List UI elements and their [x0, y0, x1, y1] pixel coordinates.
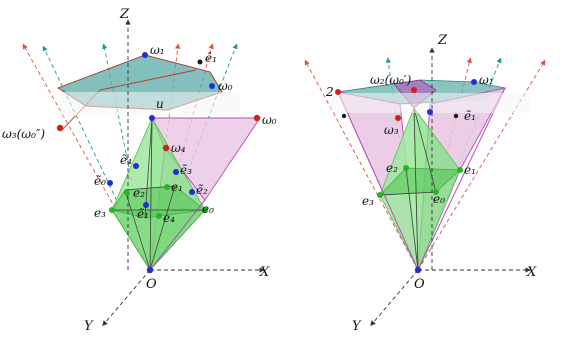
right-point-omega3 — [395, 115, 401, 121]
right-white-band — [330, 93, 530, 113]
right-point-dark-2 — [453, 113, 459, 119]
right-point-two — [335, 89, 341, 95]
left-point-omega0-right — [253, 114, 261, 122]
left-label-e4t: ẽ₄ — [120, 153, 132, 167]
left-point-e1t — [143, 202, 149, 208]
left-point-e2t — [189, 189, 195, 195]
right-label-e0: e₀ — [433, 192, 445, 206]
right-y-label: Y — [352, 319, 362, 334]
right-mag-edge-2 — [417, 87, 506, 271]
left-white-band — [60, 92, 240, 116]
left-edge-6 — [124, 189, 151, 271]
left-label-e1hat: ê₁ — [205, 51, 217, 65]
right-x-label: X — [526, 265, 537, 280]
right-point-e1 — [457, 167, 463, 173]
left-point-omega0 — [209, 83, 215, 89]
right-point-omega1 — [471, 79, 477, 85]
left-mag-edge-2 — [149, 199, 206, 271]
left-edge-1 — [149, 117, 153, 271]
right-point-origin — [414, 266, 422, 274]
right-label-omega2: ω₂(ω₀′) — [370, 73, 412, 87]
left-green-lower — [111, 209, 206, 271]
right-label-e3: e₃ — [362, 194, 374, 208]
left-label-omega4: ω₄ — [171, 141, 186, 155]
left-point-omega1 — [142, 52, 148, 58]
left-ray-teal-1 — [42, 45, 151, 271]
left-label-e0: e₀ — [202, 202, 214, 216]
left-y-axis — [102, 269, 151, 327]
left-label-omega0-right: ω₀ — [262, 113, 277, 127]
left-label-e2: e₂ — [133, 186, 145, 200]
left-point-e2 — [124, 190, 130, 196]
left-point-omega4 — [162, 144, 170, 152]
left-label-e1: e₁ — [171, 180, 183, 194]
left-point-u — [149, 115, 155, 121]
right-point-e0 — [433, 189, 439, 195]
right-z-label: Z — [437, 33, 448, 48]
left-label-u: u — [156, 97, 164, 111]
left-edge-4 — [144, 117, 153, 219]
left-point-e1hat — [197, 59, 203, 65]
left-label-e0t: ẽ₀ — [94, 174, 106, 188]
left-y-label: Y — [84, 319, 94, 334]
right-label-omega3: ω₃ — [384, 123, 399, 137]
left-label-omega0: ω₀ — [218, 79, 233, 93]
right-label-e1: e₁ — [464, 163, 476, 177]
right-y-axis — [370, 269, 419, 327]
left-top-chord — [99, 69, 197, 91]
right-point-e2 — [403, 165, 409, 171]
left-point-e4t — [133, 163, 139, 169]
left-point-e4 — [156, 213, 162, 219]
left-point-e0t — [107, 180, 113, 186]
left-figure: Z X Y O ω₁ ê₁ ω₀ ω₀ ω₃(ω₀″) u ω₄ ẽ₄ ẽ₃ ẽ… — [2, 7, 277, 334]
right-ray-red-3 — [417, 59, 546, 271]
left-point-e3t — [173, 169, 179, 175]
right-origin-label: O — [414, 277, 425, 292]
right-point-dark-1 — [341, 113, 347, 119]
right-edge-2 — [379, 191, 437, 196]
left-label-e2t: ẽ₂ — [196, 183, 208, 197]
left-z-label: Z — [119, 7, 130, 22]
right-label-omega1: ω₁ — [479, 73, 494, 87]
left-label-omega1: ω₁ — [150, 43, 165, 57]
right-figure: Z X Y O ω₁ 2 ω₂(ω₀′) ω₃ ẽ₁ e₂ e₁ e₃ e₀ — [304, 33, 546, 334]
left-point-origin — [146, 266, 154, 274]
right-label-e1t: ẽ₁ — [464, 109, 476, 123]
right-point-omega2 — [411, 87, 417, 93]
left-label-omega3: ω₃(ω₀″) — [2, 127, 45, 141]
left-point-e1 — [164, 184, 170, 190]
left-point-e3 — [109, 207, 115, 213]
left-point-e0 — [202, 207, 208, 213]
right-point-e3 — [377, 192, 383, 198]
left-x-label: X — [259, 265, 270, 280]
left-label-e3t: ẽ₃ — [180, 163, 192, 177]
right-point-e1t — [427, 109, 433, 115]
right-ray-red-1 — [304, 59, 419, 271]
right-label-e2: e₂ — [386, 161, 398, 175]
left-point-omega3 — [56, 124, 64, 132]
left-label-e4: e₄ — [163, 211, 175, 225]
left-origin-label: O — [146, 277, 157, 292]
left-label-e3: e₃ — [94, 206, 106, 220]
right-edge-3 — [405, 167, 419, 271]
left-edge-5 — [149, 185, 176, 271]
right-edge-1 — [413, 107, 419, 271]
right-mag-edge — [337, 91, 419, 271]
left-label-e1t: ẽ₁ — [137, 207, 149, 221]
right-label-two: 2 — [325, 85, 334, 99]
